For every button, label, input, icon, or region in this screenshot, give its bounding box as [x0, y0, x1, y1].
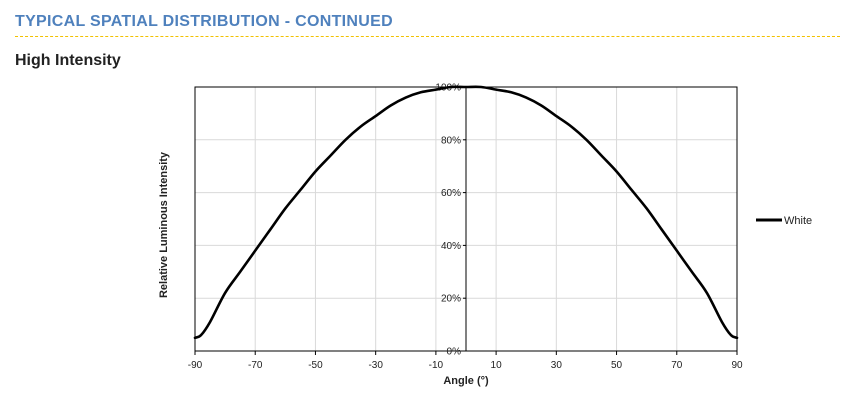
- x-tick-label: 50: [611, 360, 623, 371]
- x-axis-title: Angle (°): [443, 375, 489, 387]
- y-tick-label: 0%: [447, 347, 462, 358]
- y-tick-label: 40%: [441, 241, 461, 252]
- x-tick-label: -70: [248, 360, 263, 371]
- section-title: TYPICAL SPATIAL DISTRIBUTION - CONTINUED: [15, 13, 393, 30]
- series-line-white: [193, 85, 739, 340]
- section-divider: [15, 36, 840, 37]
- chart-subtitle: High Intensity: [15, 52, 121, 69]
- x-tick-label: 30: [551, 360, 563, 371]
- series-layer: [193, 85, 739, 340]
- y-tick-label: 80%: [441, 135, 461, 146]
- y-tick-label: 20%: [441, 294, 461, 305]
- x-tick-label: -50: [308, 360, 323, 371]
- x-tick-label: 90: [731, 360, 743, 371]
- y-tick-label: 60%: [441, 188, 461, 199]
- x-tick-label: -90: [188, 360, 203, 371]
- x-tick-label: 70: [671, 360, 683, 371]
- legend-label: White: [784, 215, 812, 227]
- legend: White: [756, 215, 812, 227]
- x-tick-label: -10: [429, 360, 444, 371]
- x-tick-label: 10: [491, 360, 503, 371]
- x-tick-label: -30: [368, 360, 383, 371]
- y-axis-title: Relative Luminous Intensity: [158, 151, 170, 298]
